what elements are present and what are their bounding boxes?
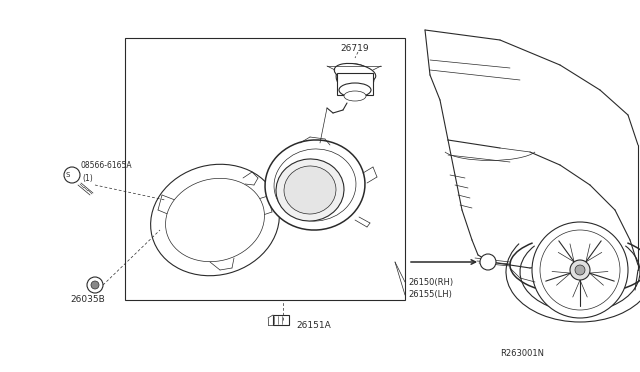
Text: S: S bbox=[66, 172, 70, 178]
Circle shape bbox=[480, 254, 496, 270]
Ellipse shape bbox=[150, 164, 280, 276]
Circle shape bbox=[532, 222, 628, 318]
Ellipse shape bbox=[284, 166, 336, 214]
Ellipse shape bbox=[339, 83, 371, 97]
Text: 26035B: 26035B bbox=[70, 295, 105, 305]
Circle shape bbox=[540, 230, 620, 310]
Ellipse shape bbox=[276, 159, 344, 221]
Text: 26151A: 26151A bbox=[296, 321, 331, 330]
Ellipse shape bbox=[265, 140, 365, 230]
Text: (1): (1) bbox=[82, 173, 93, 183]
Ellipse shape bbox=[344, 91, 366, 101]
Text: 26719: 26719 bbox=[340, 44, 369, 52]
Ellipse shape bbox=[274, 149, 356, 221]
Text: R263001N: R263001N bbox=[500, 349, 544, 357]
Circle shape bbox=[570, 260, 590, 280]
Text: 08566-6165A: 08566-6165A bbox=[80, 160, 132, 170]
Circle shape bbox=[575, 265, 585, 275]
Ellipse shape bbox=[334, 63, 376, 83]
Text: 26155(LH): 26155(LH) bbox=[408, 291, 452, 299]
Ellipse shape bbox=[166, 178, 264, 262]
Bar bbox=[125, 38, 405, 300]
Circle shape bbox=[91, 281, 99, 289]
Text: 26150(RH): 26150(RH) bbox=[408, 278, 453, 286]
Bar bbox=[273, 315, 289, 325]
Ellipse shape bbox=[336, 64, 374, 92]
Ellipse shape bbox=[339, 73, 367, 93]
Bar bbox=[337, 73, 373, 95]
